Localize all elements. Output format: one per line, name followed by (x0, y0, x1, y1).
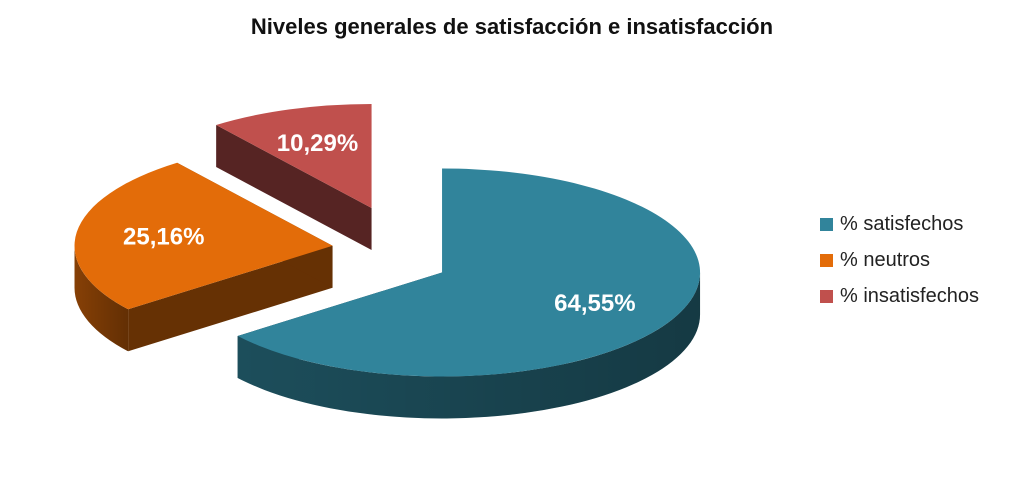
legend-swatch (820, 253, 833, 267)
legend-swatch (820, 289, 833, 303)
pie-slice (237, 168, 701, 419)
legend: % satisfechos % neutros % insatisfechos (820, 206, 979, 314)
legend-swatch (820, 217, 833, 231)
slice-wall-shade (74, 245, 129, 352)
legend-item-neutros: % neutros (820, 242, 979, 278)
slice-data-label: 10,29% (277, 130, 358, 157)
pie-slice (216, 104, 372, 251)
slice-side-wall (128, 245, 333, 352)
legend-item-satisfechos: % satisfechos (820, 206, 979, 242)
slice-top-face (237, 168, 701, 377)
legend-item-insatisfechos: % insatisfechos (820, 278, 979, 314)
slice-data-label: 64,55% (554, 290, 635, 317)
slice-top-face (74, 162, 333, 310)
slices-layer (74, 104, 701, 419)
slice-top-face (216, 104, 372, 209)
legend-label: % insatisfechos (840, 284, 979, 307)
slice-side-wall (216, 124, 372, 251)
slice-data-label: 25,16% (123, 224, 204, 251)
legend-label: % neutros (840, 248, 931, 271)
legend-label: % satisfechos (840, 212, 964, 235)
slice-wall-shade (237, 272, 701, 419)
chart-title: Niveles generales de satisfacción e insa… (250, 14, 774, 39)
labels-layer: 64,55% 25,16% 10,29% (123, 130, 635, 317)
pie-slice (74, 162, 333, 352)
